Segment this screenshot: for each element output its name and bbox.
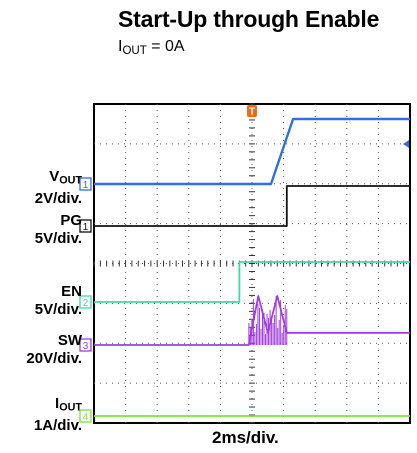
- chart-title: Start-Up through Enable: [118, 6, 380, 32]
- pg-channel-label: PG 5V/div.: [34, 212, 82, 247]
- sw-channel-label: SW 20V/div.: [26, 332, 82, 367]
- vout-trace: [94, 117, 410, 186]
- vout-channel-label: VOUT 2V/div.: [34, 168, 82, 207]
- channel-3-marker: [79, 295, 92, 309]
- trigger-marker: [247, 105, 257, 117]
- channel-5-marker-text: 4: [83, 412, 89, 423]
- channel-3-marker-text: 2: [83, 298, 89, 309]
- chart-subtitle: IOUT = 0A: [118, 38, 185, 57]
- en-channel-label: EN 5V/div.: [34, 283, 82, 318]
- channel-4-marker-text: 3: [83, 341, 89, 352]
- channel-2-marker: [79, 219, 92, 233]
- channel-2-marker-text: 1: [83, 222, 89, 233]
- iout-channel-label: IOUT 1A/div.: [33, 395, 82, 434]
- x-axis-label: 2ms/div.: [212, 428, 279, 447]
- channel-1-marker-text: 1: [83, 180, 89, 191]
- trigger-level-arrow: [403, 140, 409, 148]
- channel-1-marker: [79, 177, 92, 191]
- pg-trace: [94, 185, 410, 227]
- channel-5-marker: [79, 409, 92, 423]
- en-trace: [94, 261, 410, 303]
- channel-4-marker: [79, 338, 92, 352]
- trigger-marker-text: T: [249, 107, 255, 118]
